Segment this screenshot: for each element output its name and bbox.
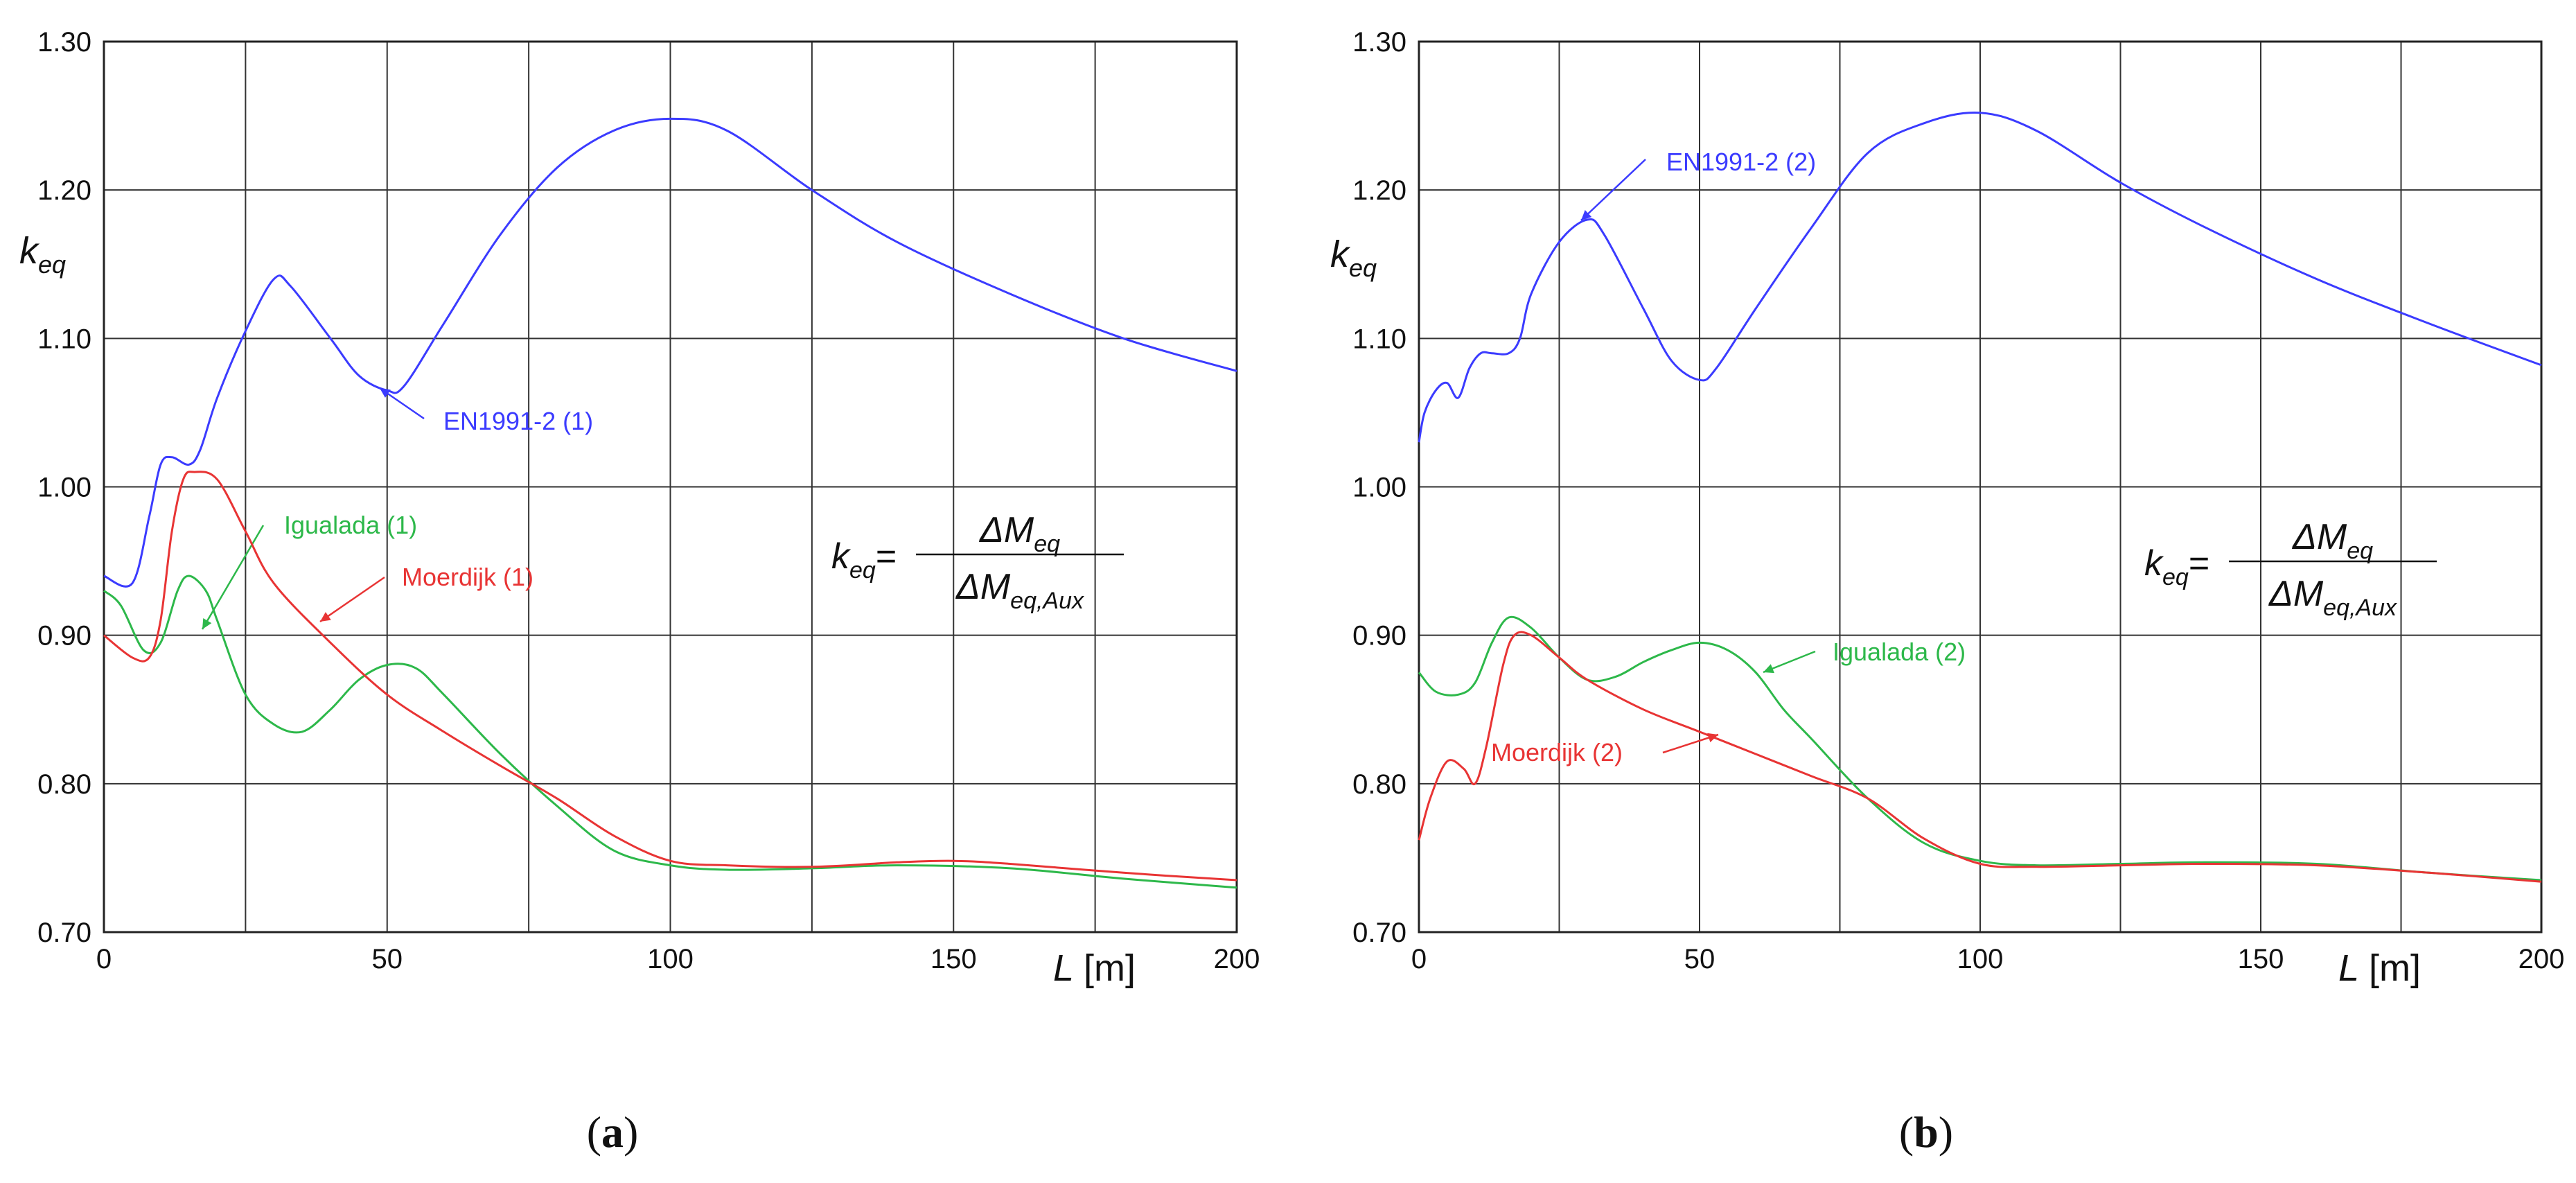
formula-num-main: ΔM [2291,517,2347,557]
y-axis-label: keq [19,230,66,279]
x-tick-label: 0 [96,944,112,974]
formula-lhs: keq= [2144,543,2209,590]
plot-area [1418,40,2543,934]
formula-num-sub: eq [1034,531,1060,557]
series-line-en1991 [103,117,1237,588]
y-axis-label-main: k [19,230,40,272]
y-tick-label: 1.10 [37,324,91,354]
formula-den-sub: eq,Aux [1010,588,1084,614]
formula-den-main: ΔM [955,567,1011,607]
paren-open: ( [1899,1107,1914,1157]
series-line-en1991 [1418,112,2542,443]
x-axis-label-unit: [m] [1084,947,1136,989]
chart-panel-b: 0.70 0.80 0.90 1.00 1.10 1.20 1.30 0 50 100 150 200… [1330,27,2564,1157]
formula-den-main: ΔM [2268,574,2324,614]
paren-close: ) [1939,1107,1953,1157]
panel-label: (b) [1899,1107,1953,1157]
y-tick-label: 1.30 [37,27,91,58]
y-axis-label-main: k [1330,234,1351,275]
y-axis-label-sub: eq [38,250,66,279]
formula-lhs-main: k [2144,543,2164,584]
x-tick-label: 100 [1957,944,2004,974]
y-tick-label: 0.80 [1352,769,1406,800]
y-tick-label: 0.90 [37,621,91,651]
paren-open: ( [587,1107,601,1157]
y-tick-label: 1.10 [1352,324,1406,354]
leader-line [201,525,265,630]
x-axis-label: L [m] [1053,947,1136,989]
panel-letter: a [601,1107,624,1157]
formula-num-main: ΔM [978,510,1034,550]
series-line-igualada [103,575,1237,889]
chart-panel-a: 0.70 0.80 0.90 1.00 1.10 1.20 1.30 0 50 100 150 200… [19,27,1260,1157]
y-tick-label: 0.70 [37,918,91,948]
y-tick-label: 1.00 [1352,473,1406,503]
x-axis-label-unit: [m] [2369,947,2421,989]
leader-arrowhead [1581,210,1592,220]
leader-arrowhead [380,388,391,398]
series-label: EN1991-2 (1) [443,407,593,435]
x-tick-label: 50 [1684,944,1715,974]
x-tick-label: 50 [372,944,403,974]
x-tick-label: 200 [2518,944,2565,974]
leader-arrowhead [1763,664,1774,674]
y-tick-label: 0.80 [37,769,91,800]
grid-lines [103,41,1237,933]
series-label: EN1991-2 (2) [1666,148,1816,176]
x-axis-label: L [m] [2338,947,2421,989]
formula-num-sub: eq [2347,538,2373,564]
formula-numerator: ΔMeq [978,510,1060,557]
formula-den-sub: eq,Aux [2323,595,2397,621]
x-axis-label-main: L [1053,947,1074,989]
x-tick-label: 150 [2238,944,2284,974]
grid-lines [1418,41,2542,933]
y-tick-label: 0.90 [1352,621,1406,651]
formula-lhs-main: k [831,536,852,577]
y-tick-label: 1.20 [37,175,91,206]
x-tick-label: 200 [1214,944,1260,974]
formula-equals: = [876,536,897,577]
series-label: Igualada (2) [1833,638,1966,666]
formula-numerator: ΔMeq [2291,517,2373,564]
panel-letter: b [1914,1107,1939,1157]
x-tick-label: 100 [647,944,694,974]
y-tick-label: 1.30 [1352,27,1406,58]
plot-area [103,40,1238,934]
series-line-moerdijk [1418,631,2542,883]
series-label: Moerdijk (2) [1491,738,1623,766]
formula-lhs-sub: eq [849,557,876,584]
formula-lhs-sub: eq [2162,564,2189,590]
leader-arrowhead [320,612,331,622]
panel-label: (a) [587,1107,639,1157]
series-label: Igualada (1) [284,511,417,539]
formula-lhs: keq= [831,536,897,584]
leader-arrowhead [1707,733,1718,743]
x-axis-label-main: L [2338,947,2359,989]
y-tick-label: 0.70 [1352,918,1406,948]
x-tick-label: 0 [1411,944,1427,974]
x-tick-label: 150 [930,944,977,974]
leader-line [319,576,385,623]
formula-equals: = [2189,543,2209,584]
y-tick-label: 1.00 [37,473,91,503]
formula-denominator: ΔMeq,Aux [2268,574,2397,621]
series-label: Moerdijk (1) [402,563,533,591]
leader-arrowhead [202,618,212,629]
y-tick-label: 1.20 [1352,175,1406,206]
series-line-moerdijk [103,471,1237,882]
series-line-igualada [1418,615,2542,882]
y-axis-label-sub: eq [1349,254,1377,282]
paren-close: ) [624,1107,638,1157]
y-axis-label: keq [1330,234,1377,282]
leader-line [1580,159,1646,221]
formula-denominator: ΔMeq,Aux [955,567,1084,614]
